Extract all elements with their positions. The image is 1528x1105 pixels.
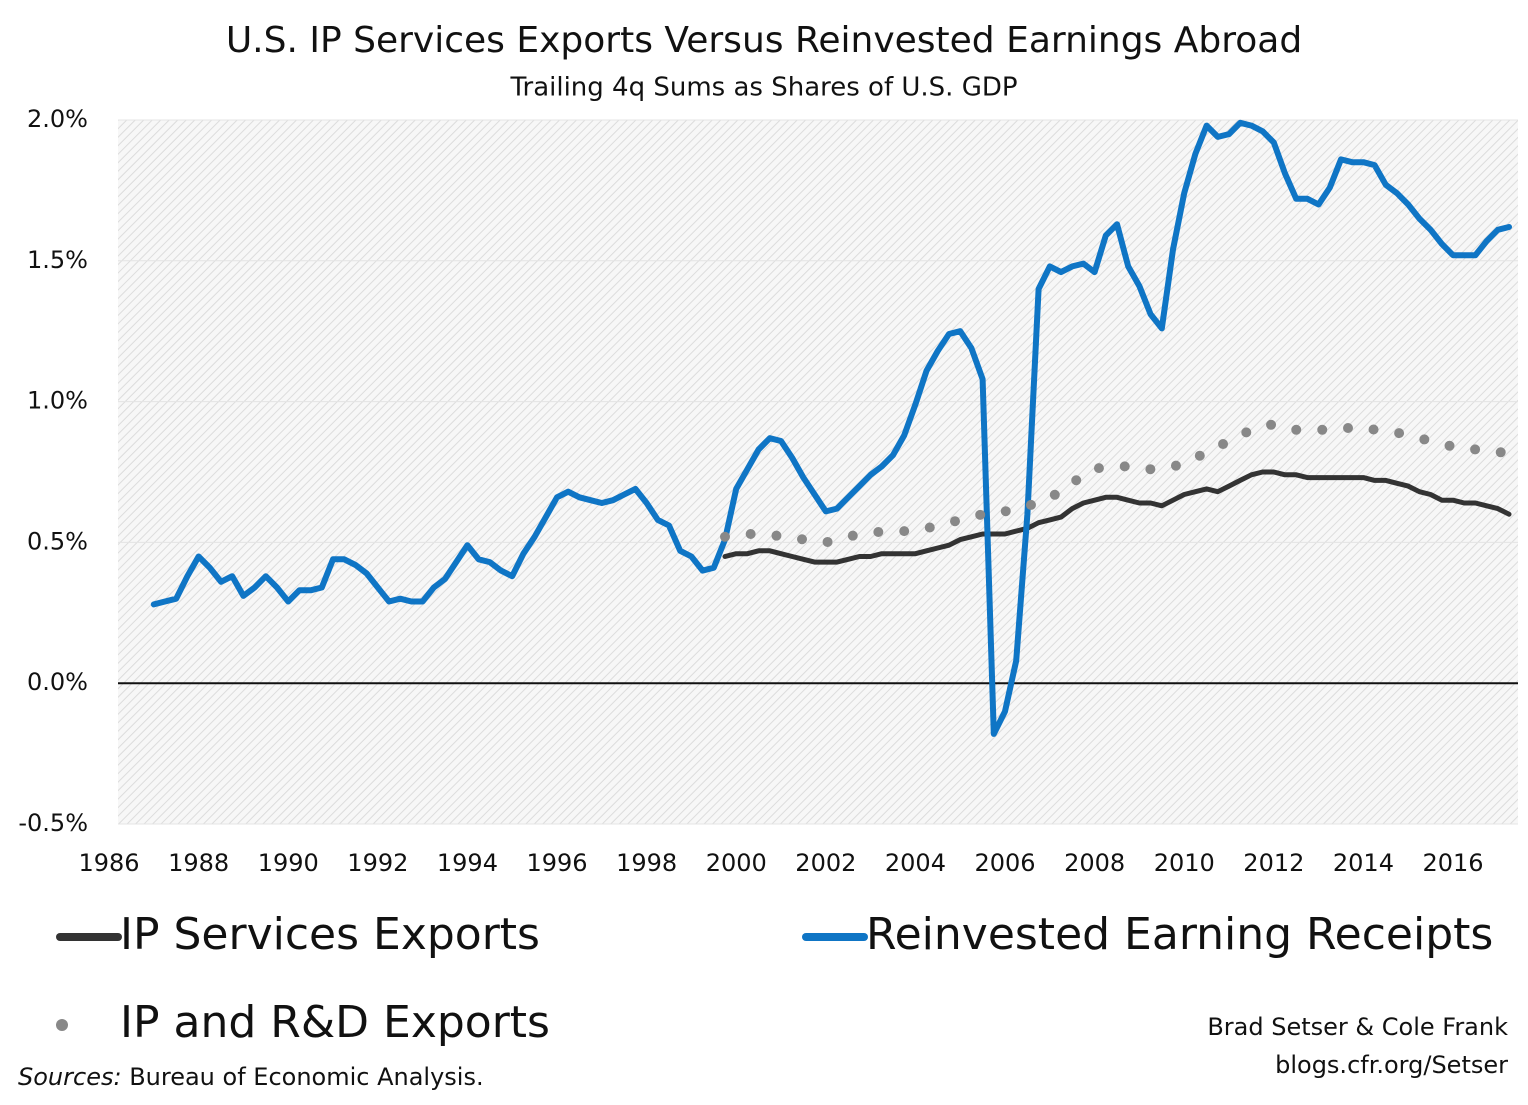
series-line <box>150 119 1512 737</box>
y-tick-label: 2.0% <box>27 105 88 133</box>
x-tick-label: 1990 <box>258 849 319 877</box>
plot-area <box>118 120 1518 824</box>
chart-subtitle: Trailing 4q Sums as Shares of U.S. GDP <box>509 73 1017 103</box>
credit: Brad Setser & Cole Frank <box>1207 1013 1508 1041</box>
series-line <box>722 469 1512 565</box>
x-tick-label: 2000 <box>706 849 767 877</box>
x-tick-label: 1996 <box>527 849 588 877</box>
x-tick-label: 1998 <box>616 849 677 877</box>
x-tick-label: 2008 <box>1064 849 1125 877</box>
y-tick-label: 0.5% <box>27 527 88 555</box>
x-tick-label: 2004 <box>885 849 946 877</box>
x-tick-label: 2006 <box>975 849 1036 877</box>
y-tick-label: 1.0% <box>27 387 88 415</box>
credit: blogs.cfr.org/Setser <box>1275 1051 1508 1079</box>
x-tick-label: 1986 <box>79 849 140 877</box>
chart-title: U.S. IP Services Exports Versus Reinvest… <box>226 20 1302 61</box>
y-tick-label: 0.0% <box>27 668 88 696</box>
series-line <box>720 419 1514 548</box>
x-tick-label: 2014 <box>1333 849 1394 877</box>
x-tick-label: 2016 <box>1423 849 1484 877</box>
sources-label: Sources: <box>18 1063 122 1091</box>
x-tick-label: 2010 <box>1154 849 1215 877</box>
x-tick-label: 1992 <box>347 849 408 877</box>
sources: Sources: Bureau of Economic Analysis. <box>18 1063 484 1091</box>
legend-label: IP Services Exports <box>120 909 540 960</box>
sources-text: Bureau of Economic Analysis. <box>129 1063 483 1091</box>
legend-label: IP and R&D Exports <box>120 997 550 1048</box>
y-tick-label: 1.5% <box>27 246 88 274</box>
x-tick-label: 1988 <box>168 849 229 877</box>
x-tick-label: 1994 <box>437 849 498 877</box>
y-tick-label: -0.5% <box>18 809 88 837</box>
x-tick-label: 2012 <box>1243 849 1304 877</box>
x-tick-label: 2002 <box>795 849 856 877</box>
legend-label: Reinvested Earning Receipts <box>866 909 1493 960</box>
